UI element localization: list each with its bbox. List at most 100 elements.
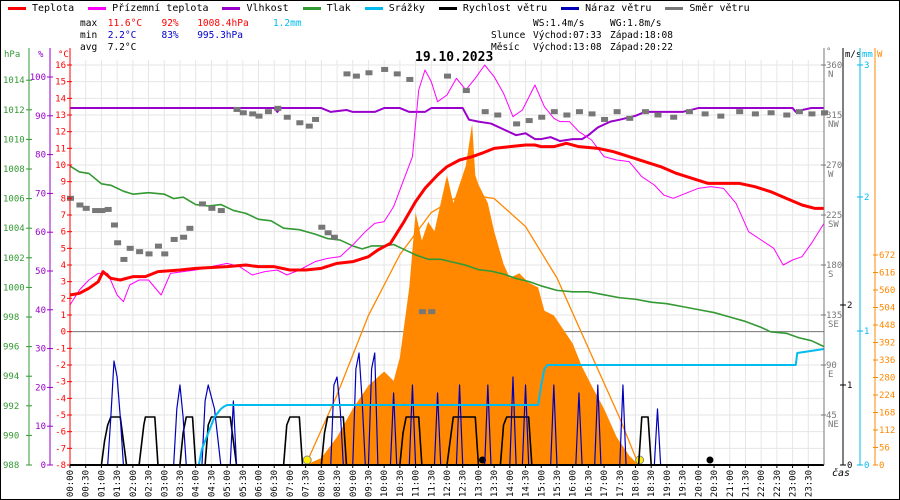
dir-axis-unit: ° <box>826 47 831 57</box>
temp-tick-label: 4 <box>61 261 66 271</box>
press-tick-label: 1014 <box>3 76 25 86</box>
wind-direction-point <box>312 116 320 122</box>
x-tick-label: 14:00 <box>506 470 516 497</box>
wind-direction-point <box>330 234 338 240</box>
legend-label: Směr větru <box>689 3 750 14</box>
wind-direction-point <box>601 116 609 122</box>
x-tick-label: 03:30 <box>176 470 186 497</box>
wind-direction-point <box>208 205 216 211</box>
solar-tick-label: 672 <box>879 251 895 261</box>
wind-direction-point <box>255 113 263 119</box>
press-tick-label: 1004 <box>3 224 25 234</box>
temp-tick-label: 12 <box>55 128 66 138</box>
stats-block: max 11.6°C 92% 1008.4hPa 1.2mm min 2.2°C… <box>80 18 302 54</box>
press-tick-label: 994 <box>3 372 19 382</box>
max-label: max <box>80 18 98 29</box>
dir-tick-label: 90 <box>826 361 837 371</box>
legend-item: Rychlost větru <box>438 3 547 14</box>
solar-tick-label: 616 <box>879 269 895 279</box>
wind-direction-point <box>186 225 194 231</box>
wind-direction-point <box>318 224 326 230</box>
temp-tick-label: 16 <box>55 61 66 71</box>
wind-tick-label: 0 <box>847 461 852 471</box>
series-srážky <box>70 348 825 466</box>
wind-direction-point <box>98 208 106 214</box>
temp-tick-label: -3 <box>55 378 66 388</box>
x-tick-label: 04:30 <box>207 470 217 497</box>
wind-direction-point <box>343 71 351 77</box>
x-tick-label: 20:00 <box>694 470 704 497</box>
x-tick-label: 21:30 <box>741 470 751 497</box>
legend-swatch <box>222 7 241 10</box>
series-rychlost-větru <box>70 416 824 466</box>
dir-tick-label: 360 <box>826 61 842 71</box>
max-rain: 1.2mm <box>272 18 302 29</box>
wind-direction-point <box>239 110 247 116</box>
avg-label: avg <box>80 42 98 53</box>
x-tick-label: 02:00 <box>129 470 139 497</box>
max-press: 1008.4hPa <box>197 18 249 29</box>
solar-axis-unit: W <box>877 50 883 60</box>
x-tick-label: 08:00 <box>317 470 327 497</box>
legend-swatch <box>88 7 107 10</box>
dir-tick-compass: N <box>828 70 833 80</box>
line-series <box>67 64 828 466</box>
wind-direction-point <box>161 251 169 257</box>
temp-tick-label: -4 <box>55 394 66 404</box>
x-tick-label: 11:30 <box>427 470 437 497</box>
wind-direction-point <box>550 109 558 115</box>
temp-tick-label: 14 <box>55 94 66 104</box>
x-tick-label: 23:00 <box>789 470 799 497</box>
dir-tick-label: 270 <box>826 161 842 171</box>
rain-tick-label: 0 <box>864 461 869 471</box>
dir-tick-label: 135 <box>826 311 842 321</box>
solar-tick-label: 56 <box>879 444 890 454</box>
x-tick-label: 08:30 <box>333 470 343 497</box>
solar-radiation-area <box>305 123 639 466</box>
sun-label: Slunce <box>491 30 526 41</box>
x-tick-label: 10:00 <box>380 470 390 497</box>
hum-tick-label: 10 <box>35 422 46 432</box>
dir-tick-compass: NE <box>828 420 839 430</box>
hum-tick-label: 100 <box>30 73 46 83</box>
wind-direction-point <box>393 71 401 77</box>
hum-tick-label: 30 <box>35 345 46 355</box>
wind-direction-point <box>575 109 583 115</box>
x-tick-label: 13:00 <box>474 470 484 497</box>
x-tick-label: 19:30 <box>679 470 689 497</box>
wind-direction-point <box>136 249 144 255</box>
x-tick-label: 06:00 <box>255 470 265 497</box>
wind-direction-point <box>767 110 775 116</box>
temp-tick-label: 3 <box>61 278 66 288</box>
moon-label: Měsíc <box>491 42 520 53</box>
x-tick-label: 17:30 <box>616 470 626 497</box>
x-tick-label: 15:30 <box>553 470 563 497</box>
wind-direction-point <box>249 111 257 117</box>
press-tick-label: 998 <box>3 313 19 323</box>
x-tick-label: 01:30 <box>113 470 123 497</box>
chart-title: 19.10.2023 <box>415 50 493 65</box>
wind-direction-point <box>145 251 153 257</box>
dir-tick-compass: E <box>828 370 833 380</box>
dir-tick-label: 225 <box>826 211 842 221</box>
x-tick-label: 11:00 <box>412 470 422 497</box>
max-temp: 11.6°C <box>107 18 143 29</box>
press-tick-label: 988 <box>3 461 19 471</box>
hum-tick-label: 50 <box>35 267 46 277</box>
x-tick-label: 05:30 <box>239 470 249 497</box>
wind-direction-point <box>808 111 816 117</box>
legend-item: Vlhkost <box>222 3 289 14</box>
wind-direction-point <box>513 121 521 127</box>
legend-swatch <box>364 7 383 10</box>
wind-direction-point <box>783 112 791 118</box>
sun-marker-icon <box>302 455 312 465</box>
wind-direction-point <box>154 243 162 249</box>
wind-direction-point <box>217 208 225 214</box>
temp-tick-label: 15 <box>55 78 66 88</box>
wind-direction-point <box>588 111 596 117</box>
x-tick-label: 02:30 <box>145 470 155 497</box>
x-tick-label: 12:30 <box>459 470 469 497</box>
x-tick-label: 04:00 <box>192 470 202 497</box>
temp-tick-label: 2 <box>61 294 66 304</box>
